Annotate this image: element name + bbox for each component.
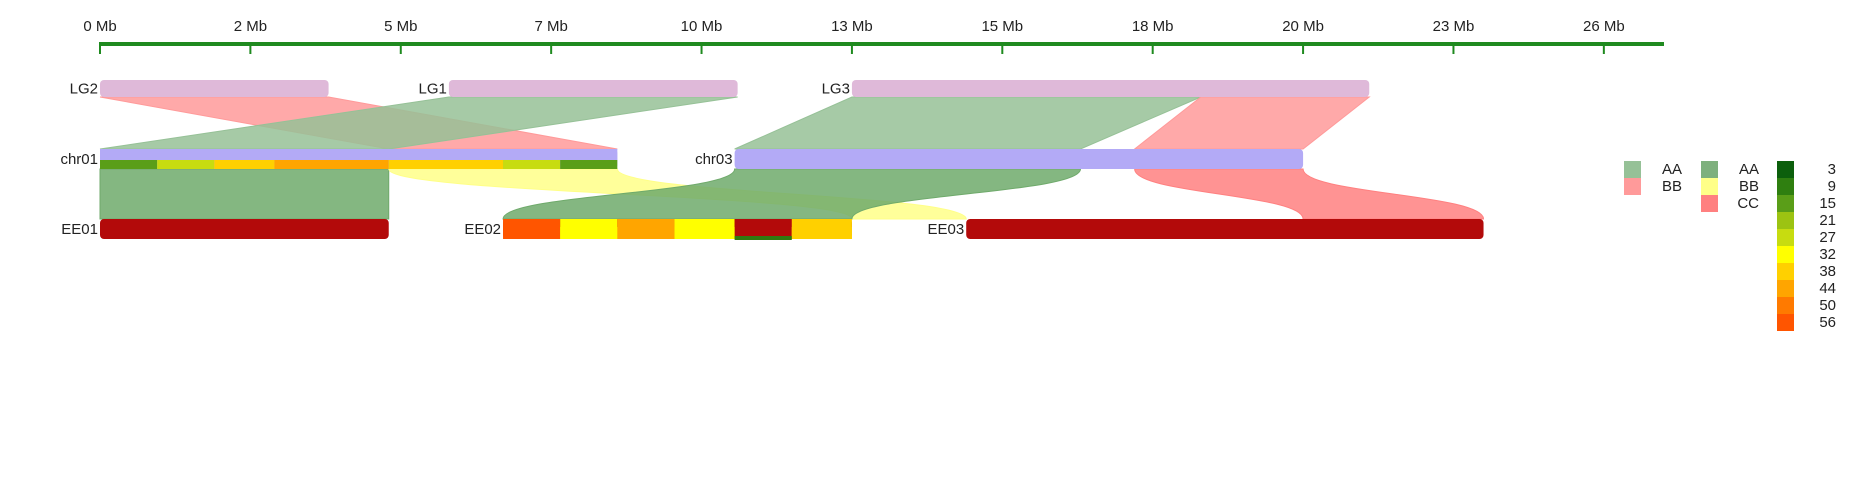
axis-tick-label: 5 Mb: [384, 18, 417, 35]
synteny-link-cc: [1134, 168, 1485, 220]
chromosome-ee02: EE02: [464, 219, 852, 240]
chromosome-chr01: chr01: [60, 149, 618, 169]
heat-scale-label: 3: [1828, 161, 1836, 178]
axis-tick-label: 20 Mb: [1282, 18, 1324, 35]
chromosome-lg1: LG1: [419, 80, 738, 98]
heat-segment-offset: [560, 227, 618, 239]
heat-scale-label: 9: [1828, 178, 1836, 195]
legend-swatch: [1701, 178, 1718, 195]
heat-segment: [388, 160, 504, 169]
heat-segment: [100, 160, 158, 169]
axis-tick-label: 13 Mb: [831, 18, 873, 35]
chromosome-label: chr03: [695, 151, 733, 168]
chromosome-bar: [448, 80, 738, 97]
legend-swatch: [1624, 161, 1641, 178]
synteny-link-aa: [99, 168, 390, 220]
heat-segment: [503, 219, 561, 239]
heat-segment: [734, 219, 792, 239]
heat-scale-swatch: [1777, 161, 1794, 178]
heat-scale-swatch: [1777, 297, 1794, 314]
heat-segment-offset: [674, 227, 735, 239]
heat-segment: [214, 160, 275, 169]
heat-scale-label: 21: [1819, 212, 1836, 229]
heat-segment: [560, 160, 618, 169]
heat-scale-swatch: [1777, 314, 1794, 331]
heat-scale-label: 50: [1819, 297, 1836, 314]
heat-scale-label: 38: [1819, 263, 1836, 280]
heat-scale-label: 56: [1819, 314, 1836, 331]
chromosome-lg2: LG2: [70, 80, 329, 98]
chromosome-bar-top: [100, 149, 618, 160]
heat-segment: [157, 160, 215, 169]
mb-scale-axis: 0 Mb 2 Mb 5 Mb 7 Mb 10 Mb 13 Mb 15 Mb 18 Mb 20 M…: [83, 18, 1664, 54]
chromosome-lg3: LG3: [822, 80, 1370, 98]
chromosome-label: LG3: [822, 81, 850, 98]
legend-swatch: [1701, 195, 1718, 212]
heat-scale-label: 15: [1819, 195, 1836, 212]
heat-scale-swatch: [1777, 178, 1794, 195]
axis-tick-label: 15 Mb: [981, 18, 1023, 35]
chromosome-label: EE01: [61, 221, 98, 238]
legend-label: CC: [1737, 195, 1759, 212]
axis-tick-label: 18 Mb: [1132, 18, 1174, 35]
heat-scale-label: 44: [1819, 280, 1836, 297]
axis-tick-label: 10 Mb: [681, 18, 723, 35]
chromosome-bar: [734, 149, 1304, 169]
heat-scale-swatch: [1777, 195, 1794, 212]
chromosome-bar: [851, 80, 1370, 97]
heat-scale-label: 27: [1819, 229, 1836, 246]
legend-swatch: [1701, 161, 1718, 178]
marker-segment: [734, 236, 792, 240]
heat-scale-swatch: [1777, 280, 1794, 297]
heat-scale-swatch: [1777, 212, 1794, 229]
heat-scale-swatch: [1777, 246, 1794, 263]
heat-segment: [617, 219, 675, 239]
chromosome-bar: [966, 219, 1484, 239]
heat-segment-offset: [791, 227, 852, 239]
chromosome-ee03: EE03: [928, 219, 1484, 239]
chromosome-label: EE02: [464, 221, 501, 238]
legend-label: BB: [1662, 178, 1682, 195]
chromosome-chr03: chr03: [695, 149, 1304, 169]
axis-tick-label: 0 Mb: [83, 18, 116, 35]
chromosome-bar: [100, 219, 389, 239]
axis-tick-label: 7 Mb: [534, 18, 567, 35]
heat-scale-swatch: [1777, 263, 1794, 280]
chromosome-label: LG1: [419, 81, 447, 98]
chromosome-label: chr01: [60, 151, 98, 168]
legend-label: AA: [1739, 161, 1759, 178]
axis-tick-label: 2 Mb: [234, 18, 267, 35]
synteny-link-aa: [734, 96, 1202, 150]
chromosome-bar: [100, 80, 329, 97]
chromosome-label: EE03: [928, 221, 965, 238]
legend-label: AA: [1662, 161, 1682, 178]
synteny-links: [99, 96, 1485, 220]
heat-segment: [274, 160, 389, 169]
axis-tick-label: 26 Mb: [1583, 18, 1625, 35]
axis-tick-label: 23 Mb: [1433, 18, 1475, 35]
heat-segment: [503, 160, 561, 169]
legend-swatch: [1624, 178, 1641, 195]
heat-scale-swatch: [1777, 229, 1794, 246]
heat-scale-label: 32: [1819, 246, 1836, 263]
chromosome-tracks: LG2 LG1 LG3 chr01 chr03 EE01 EE02 EE03: [60, 80, 1484, 240]
legend-label: BB: [1739, 178, 1759, 195]
chromosome-ee01: EE01: [61, 219, 389, 239]
chromosome-label: LG2: [70, 81, 98, 98]
